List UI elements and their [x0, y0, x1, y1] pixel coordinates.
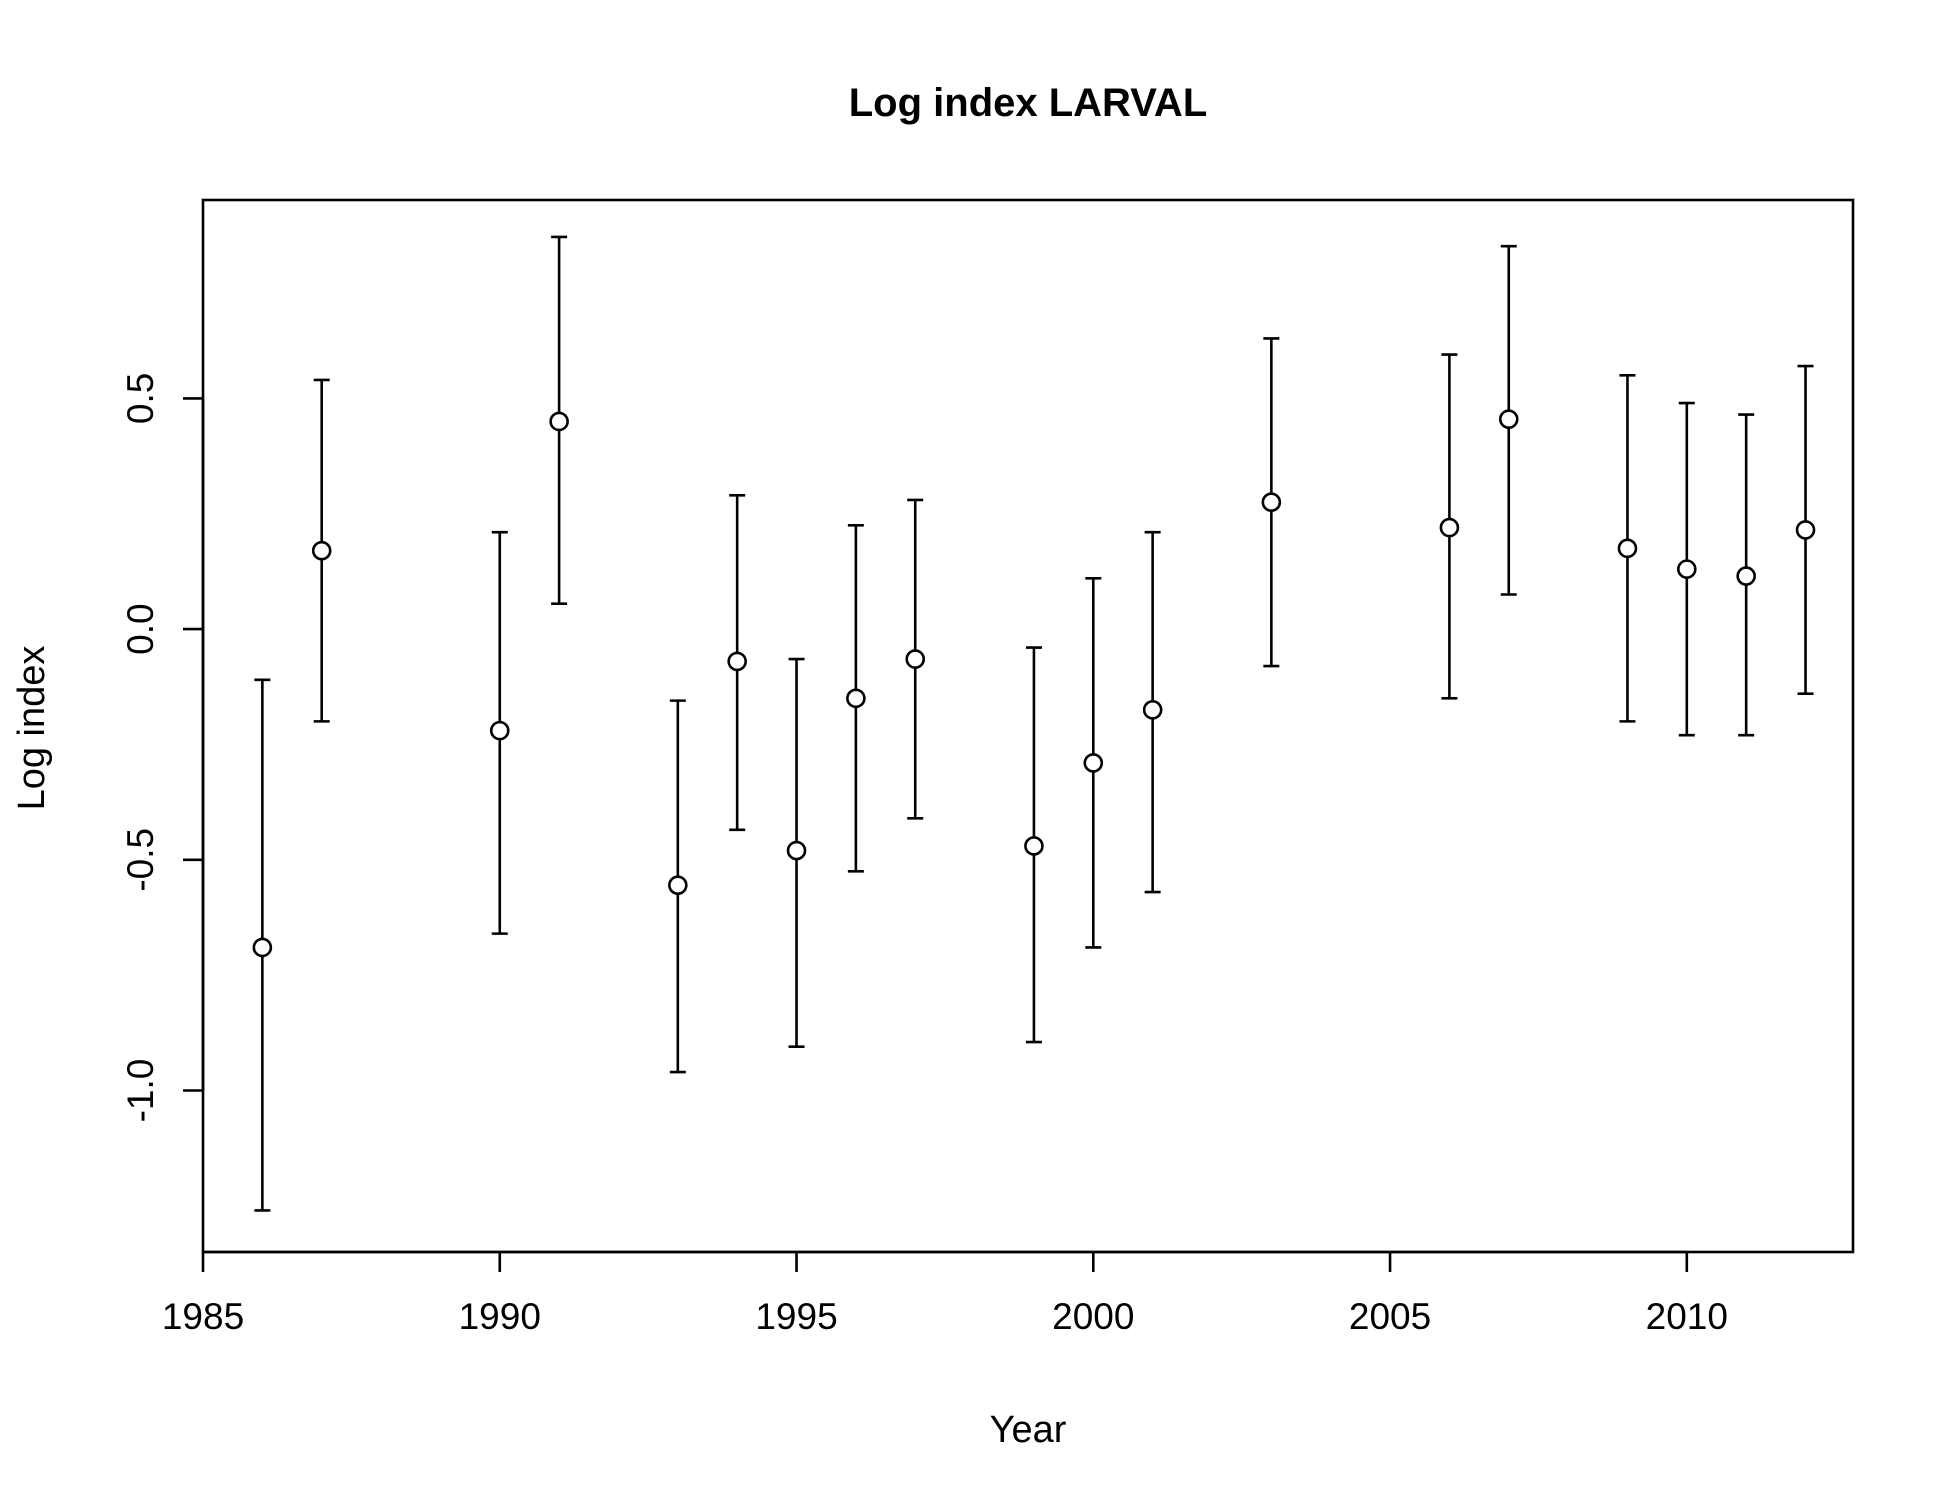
- data-point: [846, 688, 866, 709]
- x-tick-label: 1990: [459, 1296, 541, 1337]
- data-point: [1617, 538, 1638, 559]
- data-point: [905, 649, 926, 669]
- x-axis-label: Year: [990, 1409, 1067, 1451]
- data-point: [1024, 836, 1044, 856]
- data-point: [727, 651, 747, 672]
- data-marks: [252, 235, 1816, 1212]
- y-tick-label: -0.5: [120, 828, 161, 892]
- data-point: [668, 875, 688, 895]
- y-tick-label: -1.0: [120, 1059, 161, 1123]
- data-point: [549, 411, 569, 432]
- data-point: [1439, 517, 1460, 538]
- data-point: [1795, 520, 1816, 540]
- data-point: [1083, 753, 1104, 773]
- x-tick-label: 1985: [162, 1296, 244, 1337]
- data-point: [1677, 559, 1697, 579]
- data-point: [1142, 700, 1163, 720]
- x-tick-label: 2000: [1052, 1296, 1134, 1337]
- x-tick-label: 1995: [755, 1296, 837, 1337]
- data-point: [252, 937, 273, 958]
- chart-title: Log index LARVAL: [849, 81, 1208, 125]
- y-axis-label: Log index: [11, 646, 53, 811]
- y-axis: -1.0 -0.5 0.0 0.5: [120, 373, 205, 1123]
- x-tick-label: 2005: [1349, 1296, 1431, 1337]
- data-point: [1498, 409, 1519, 429]
- y-tick-label: 0.0: [120, 603, 161, 654]
- data-point: [786, 840, 807, 861]
- x-tick-label: 2010: [1646, 1296, 1728, 1337]
- plot-frame: [201, 198, 1855, 1254]
- y-tick-label: 0.5: [120, 373, 161, 424]
- data-point: [489, 720, 510, 741]
- data-point: [1261, 492, 1282, 513]
- data-point: [311, 540, 332, 561]
- data-point: [1736, 566, 1756, 586]
- x-axis: 1985 1990 1995 2000 2005 2010: [162, 1250, 1728, 1337]
